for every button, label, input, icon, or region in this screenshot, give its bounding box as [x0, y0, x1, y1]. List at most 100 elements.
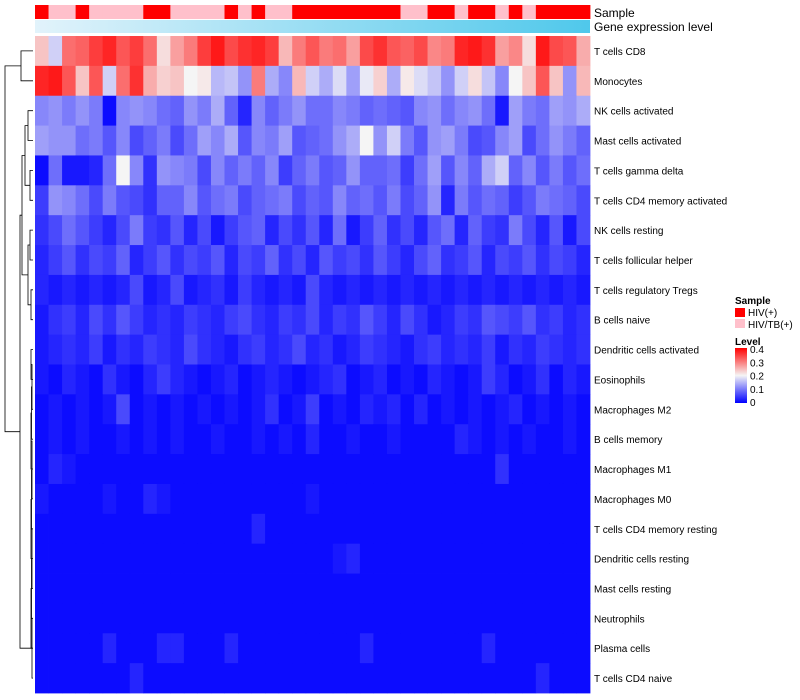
row-label: Monocytes [594, 77, 642, 88]
heatmap-cell [224, 394, 239, 425]
heatmap-cell [292, 483, 307, 515]
heatmap-cell [305, 364, 320, 395]
row-dendrogram [4, 50, 33, 679]
heatmap-cell [359, 483, 374, 515]
heatmap-cell [224, 364, 239, 395]
heatmap-cell [116, 424, 131, 455]
sample-annotation-cell [170, 5, 185, 19]
heatmap-cell [508, 185, 523, 216]
heatmap-cell [400, 245, 415, 276]
heatmap-cell [332, 513, 347, 545]
heatmap-cell [400, 573, 415, 604]
sample-annotation-cell [292, 5, 307, 19]
heatmap-cell [522, 633, 537, 664]
sample-annotation-cell [48, 5, 63, 19]
heatmap-cell [62, 663, 77, 694]
heatmap-cell [224, 155, 239, 186]
heatmap-cell [143, 603, 158, 634]
heatmap-cell [386, 364, 401, 395]
heatmap-cell [278, 603, 293, 634]
sample-annotation-cell [319, 5, 334, 19]
heatmap-cell [197, 483, 212, 515]
heatmap-cell [576, 513, 591, 545]
heatmap-cell [305, 185, 320, 216]
heatmap-cell [319, 364, 334, 395]
heatmap-cell [116, 603, 131, 634]
heatmap-cell [170, 633, 185, 664]
level-colorbar [735, 348, 747, 403]
heatmap-cell [414, 155, 428, 186]
heatmap-cell [170, 483, 185, 515]
heatmap-cell [156, 245, 171, 276]
heatmap-cell [75, 215, 90, 246]
heatmap-cell [89, 215, 104, 246]
heatmap-cell [576, 483, 591, 515]
heatmap-cell [427, 334, 442, 365]
heatmap-cell [278, 663, 293, 694]
row-label: T cells CD8 [594, 47, 646, 58]
heatmap-cell [427, 95, 442, 126]
row-label: T cells CD4 memory activated [594, 196, 727, 207]
heatmap-cell [441, 543, 456, 574]
heatmap-cell [508, 36, 523, 67]
heatmap-cell [508, 95, 523, 126]
dendrogram-branch [27, 110, 33, 141]
heatmap-cell [238, 95, 252, 126]
heatmap-cell [562, 663, 577, 694]
heatmap-cell [238, 663, 252, 694]
heatmap-cell [414, 394, 428, 425]
sample-annotation-cell [468, 5, 483, 19]
heatmap-cell [129, 274, 144, 306]
heatmap-cell [414, 633, 428, 664]
heatmap-cell [562, 125, 577, 156]
heatmap-cell [481, 424, 496, 455]
heatmap-cell [170, 573, 185, 604]
heatmap-cell [197, 364, 212, 395]
heatmap-cell [319, 573, 334, 604]
heatmap-cell [346, 394, 361, 425]
heatmap-cell [522, 394, 537, 425]
heatmap-cell [468, 663, 483, 694]
heatmap-cell [373, 36, 388, 67]
heatmap-cell [414, 483, 428, 515]
sample-annotation-cell [522, 5, 537, 19]
heatmap-cell [495, 513, 510, 545]
heatmap-cell [373, 125, 388, 156]
heatmap-cell [129, 573, 144, 604]
heatmap-cell [386, 513, 401, 545]
heatmap-cell [156, 125, 171, 156]
heatmap-cell [535, 424, 550, 455]
level-tick-label: 0.1 [750, 385, 764, 396]
sample-annotation-cell [62, 5, 77, 19]
heatmap-cell [183, 125, 198, 156]
heatmap-cell [156, 155, 171, 186]
heatmap-cell [319, 304, 334, 336]
heatmap-cell [386, 185, 401, 216]
heatmap-cell [373, 245, 388, 276]
heatmap-cell [332, 95, 347, 126]
heatmap-cell [319, 155, 334, 186]
heatmap-cell [549, 543, 564, 574]
heatmap-cell [238, 394, 252, 425]
heatmap-cell [535, 663, 550, 694]
heatmap-cell [35, 36, 49, 67]
heatmap-cell [359, 95, 374, 126]
row-label: B cells memory [594, 435, 662, 446]
heatmap-cell [319, 185, 334, 216]
heatmap-cell [549, 274, 564, 306]
heatmap-cell [495, 125, 510, 156]
heatmap-cell [278, 274, 293, 306]
heatmap-cell [427, 573, 442, 604]
heatmap-cell [35, 95, 49, 126]
heatmap-cell [89, 513, 104, 545]
heatmap-cell [48, 245, 63, 276]
heatmap-cell [386, 304, 401, 336]
heatmap-cell [346, 543, 361, 574]
heatmap-cell [265, 215, 280, 246]
heatmap-cell [508, 513, 523, 545]
heatmap-cell [346, 274, 361, 306]
heatmap-cell [441, 663, 456, 694]
heatmap-cell [251, 364, 266, 395]
heatmap-cell [183, 304, 198, 336]
heatmap-cell [116, 215, 131, 246]
